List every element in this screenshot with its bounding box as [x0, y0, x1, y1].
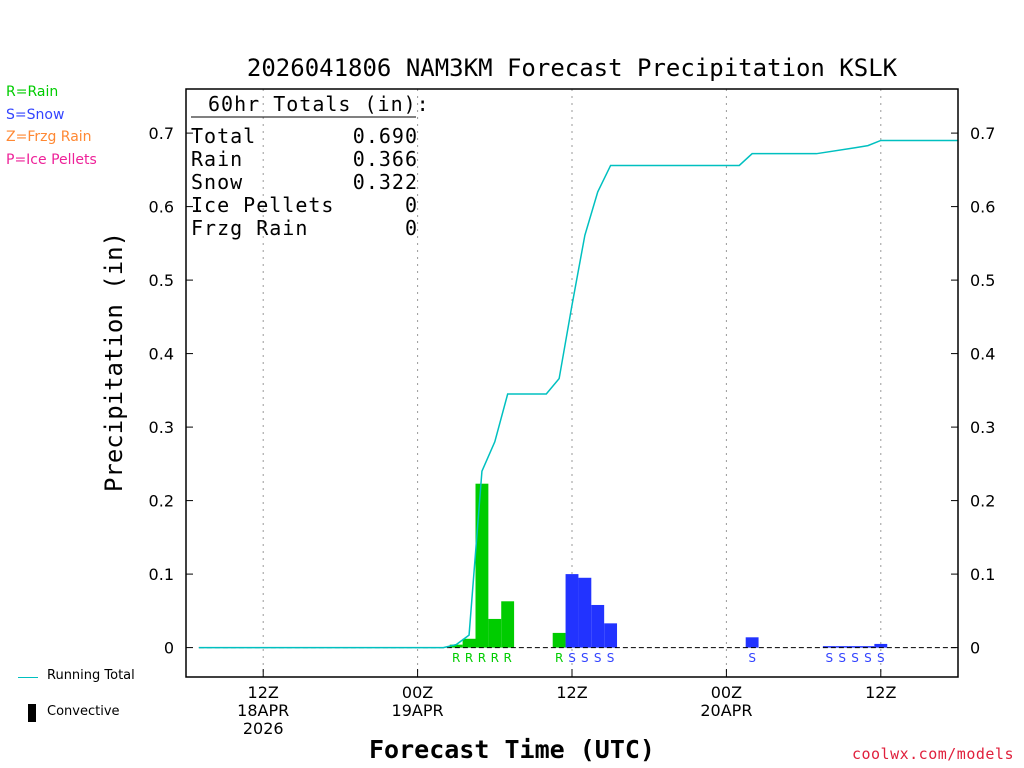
y-tick-label-right: 0.7: [970, 124, 995, 143]
precip-type-legend-item: S=Snow: [6, 106, 65, 123]
totals-row-value: 0.322: [353, 170, 418, 194]
precip-bar: [591, 604, 605, 648]
bars-layer: [449, 483, 888, 648]
running-total-layer: [198, 139, 958, 649]
x-tick-label: 19APR: [392, 701, 444, 720]
y-tick-label-right: 0.6: [970, 198, 995, 217]
precip-bar: [552, 632, 566, 648]
precip-bar: [578, 577, 592, 648]
y-tick-label-right: 0.3: [970, 418, 995, 437]
grid-layer: [262, 89, 882, 677]
y-tick-label-left: 0.5: [149, 271, 174, 290]
credit-text: coolwx.com/models: [851, 745, 1014, 763]
precip-type-label: R: [465, 651, 473, 665]
precip-type-label: S: [594, 651, 602, 665]
precip-type-label: S: [877, 651, 885, 665]
chart-title: 2026041806 NAM3KM Forecast Precipitation…: [247, 54, 898, 82]
y-axis-title: Precipitation (in): [100, 232, 128, 492]
precip-bar: [861, 646, 875, 648]
precip-type-label: S: [826, 651, 834, 665]
x-tick-label: 12Z: [248, 683, 279, 702]
totals-row-label: Rain: [191, 147, 243, 171]
precip-bar: [565, 574, 579, 648]
precip-bar: [449, 644, 463, 648]
precip-bar: [501, 601, 515, 648]
precip-type-label: S: [838, 651, 846, 665]
totals-header: 60hr Totals (in):: [208, 92, 430, 116]
y-tick-label-left: 0.1: [149, 565, 174, 584]
precip-bar: [475, 483, 489, 648]
y-tick-label-left: 0.4: [149, 345, 174, 364]
y-tick-label-left: 0.3: [149, 418, 174, 437]
precip-bar: [874, 643, 888, 648]
precip-type-label: S: [748, 651, 756, 665]
y-tick-label-left: 0.2: [149, 492, 174, 511]
precip-bar: [745, 637, 759, 648]
convective-label: Convective: [47, 704, 120, 719]
precip-type-label: R: [491, 651, 499, 665]
x-axis-title: Forecast Time (UTC): [369, 735, 655, 764]
y-tick-label-left: 0.6: [149, 198, 174, 217]
precip-bar: [835, 646, 849, 648]
y-tick-label-right: 0.5: [970, 271, 995, 290]
precip-type-label: S: [568, 651, 576, 665]
axes-layer: 0 00.1 0.10.2 0.20.3 0.30.4 0.40.5 0.50.6 0.60.…: [149, 88, 995, 738]
totals-row-label: Ice Pellets: [191, 193, 334, 217]
x-tick-label: 00Z: [402, 683, 433, 702]
totals-row-value: 0: [405, 193, 418, 217]
precip-bar: [462, 638, 476, 648]
precip-type-label: R: [478, 651, 486, 665]
precip-type-legend: R=Rain S=Snow Z=Frzg Rain P=Ice Pellets: [6, 81, 97, 171]
precip-type-label: S: [864, 651, 872, 665]
running-total-swatch: [18, 677, 38, 678]
precip-type-label: R: [503, 651, 511, 665]
precip-type-legend-item: Z=Frzg Rain: [6, 129, 92, 145]
x-tick-label: 18APR: [237, 701, 289, 720]
y-tick-label-left: 0.7: [149, 124, 174, 143]
totals-row-label: Total: [191, 124, 256, 148]
totals-row-label: Snow: [191, 170, 243, 194]
totals-box: 60hr Totals (in): Total 0.690 Rain 0.366 Snow…: [191, 92, 430, 240]
x-tick-label: 2026: [243, 719, 284, 738]
precip-bar: [848, 646, 862, 648]
totals-row-value: 0.690: [353, 124, 418, 148]
x-tick-label: 00Z: [711, 683, 742, 702]
y-tick-label-left: 0: [164, 639, 174, 658]
running-total-line: [198, 139, 958, 649]
precip-type-label: R: [555, 651, 563, 665]
y-tick-label-right: 0.1: [970, 565, 995, 584]
totals-row-value: 0.366: [353, 147, 418, 171]
convective-swatch: [28, 704, 36, 722]
precip-type-legend-item: R=Rain: [6, 84, 59, 100]
precip-bar: [604, 623, 618, 648]
precip-type-legend-item: P=Ice Pellets: [6, 151, 97, 168]
x-tick-label: 12Z: [556, 683, 587, 702]
precip-type-label: S: [581, 651, 589, 665]
precip-bar: [488, 618, 502, 648]
totals-row-label: Frzg Rain: [191, 216, 308, 240]
y-tick-label-right: 0.2: [970, 492, 995, 511]
y-tick-label-right: 0.4: [970, 345, 995, 364]
x-tick-label: 12Z: [865, 683, 896, 702]
y-tick-label-right: 0: [970, 639, 980, 658]
precip-type-label: S: [607, 651, 615, 665]
precip-type-label: R: [452, 651, 460, 665]
precip-type-label: S: [851, 651, 859, 665]
totals-row-value: 0: [405, 216, 418, 240]
precip-bar: [822, 646, 836, 648]
running-total-label: Running Total: [47, 668, 135, 683]
x-tick-label: 20APR: [700, 701, 752, 720]
